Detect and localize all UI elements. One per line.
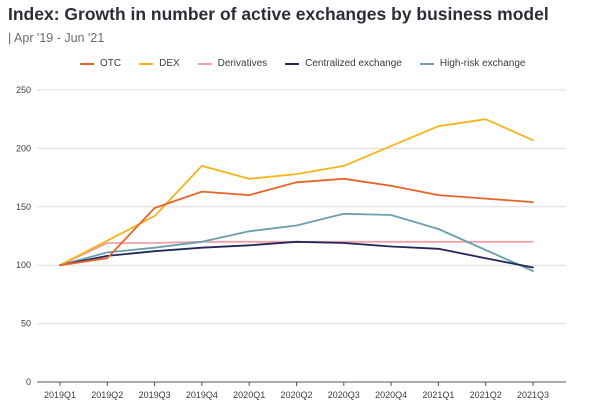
x-tick-label: 2020Q4 — [375, 390, 407, 400]
legend-swatch-otc — [80, 62, 94, 65]
x-tick-label: 2021Q1 — [422, 390, 454, 400]
x-tick-label: 2019Q2 — [91, 390, 123, 400]
x-tick-label: 2019Q1 — [44, 390, 76, 400]
chart-title: Index: Growth in number of active exchan… — [8, 4, 549, 24]
y-tick-label: 250 — [16, 85, 31, 95]
legend-label-centralized-exchange: Centralized exchange — [305, 58, 402, 69]
legend: OTC DEX Derivatives Centralized exchange… — [80, 58, 525, 69]
x-tick-label: 2020Q1 — [233, 390, 265, 400]
legend-item-otc: OTC — [80, 58, 121, 69]
series-line-otc — [59, 177, 534, 267]
x-tick-label: 2019Q4 — [186, 390, 218, 400]
y-tick-label: 50 — [21, 319, 31, 329]
legend-label-high-risk-exchange: High-risk exchange — [439, 58, 526, 69]
legend-label-derivatives: Derivatives — [217, 58, 268, 69]
legend-label-otc: OTC — [100, 58, 122, 69]
x-tick-label: 2021Q3 — [517, 390, 549, 400]
legend-swatch-centralized-exchange — [285, 62, 300, 65]
x-tick-label: 2020Q2 — [280, 390, 312, 400]
legend-item-centralized-exchange: Centralized exchange — [285, 58, 402, 69]
legend-swatch-dex — [139, 62, 154, 65]
x-tick-label: 2019Q3 — [139, 390, 171, 400]
y-tick-label: 150 — [16, 202, 31, 212]
legend-item-dex: DEX — [139, 58, 180, 69]
x-tick-label: 2020Q3 — [328, 390, 360, 400]
y-tick-label: 0 — [26, 377, 31, 387]
series-line-centralized-exchange — [59, 240, 534, 269]
legend-item-high-risk-exchange: High-risk exchange — [419, 58, 526, 69]
legend-swatch-high-risk-exchange — [419, 62, 434, 65]
legend-swatch-derivatives — [197, 62, 212, 65]
legend-label-dex: DEX — [159, 58, 180, 69]
legend-item-derivatives: Derivatives — [197, 58, 268, 69]
chart-subtitle: | Apr '19 - Jun '21 — [8, 31, 105, 45]
series-line-high-risk-exchange — [59, 212, 534, 272]
x-tick-label: 2021Q2 — [470, 390, 502, 400]
y-tick-label: 200 — [16, 143, 31, 153]
y-tick-label: 100 — [16, 260, 31, 270]
